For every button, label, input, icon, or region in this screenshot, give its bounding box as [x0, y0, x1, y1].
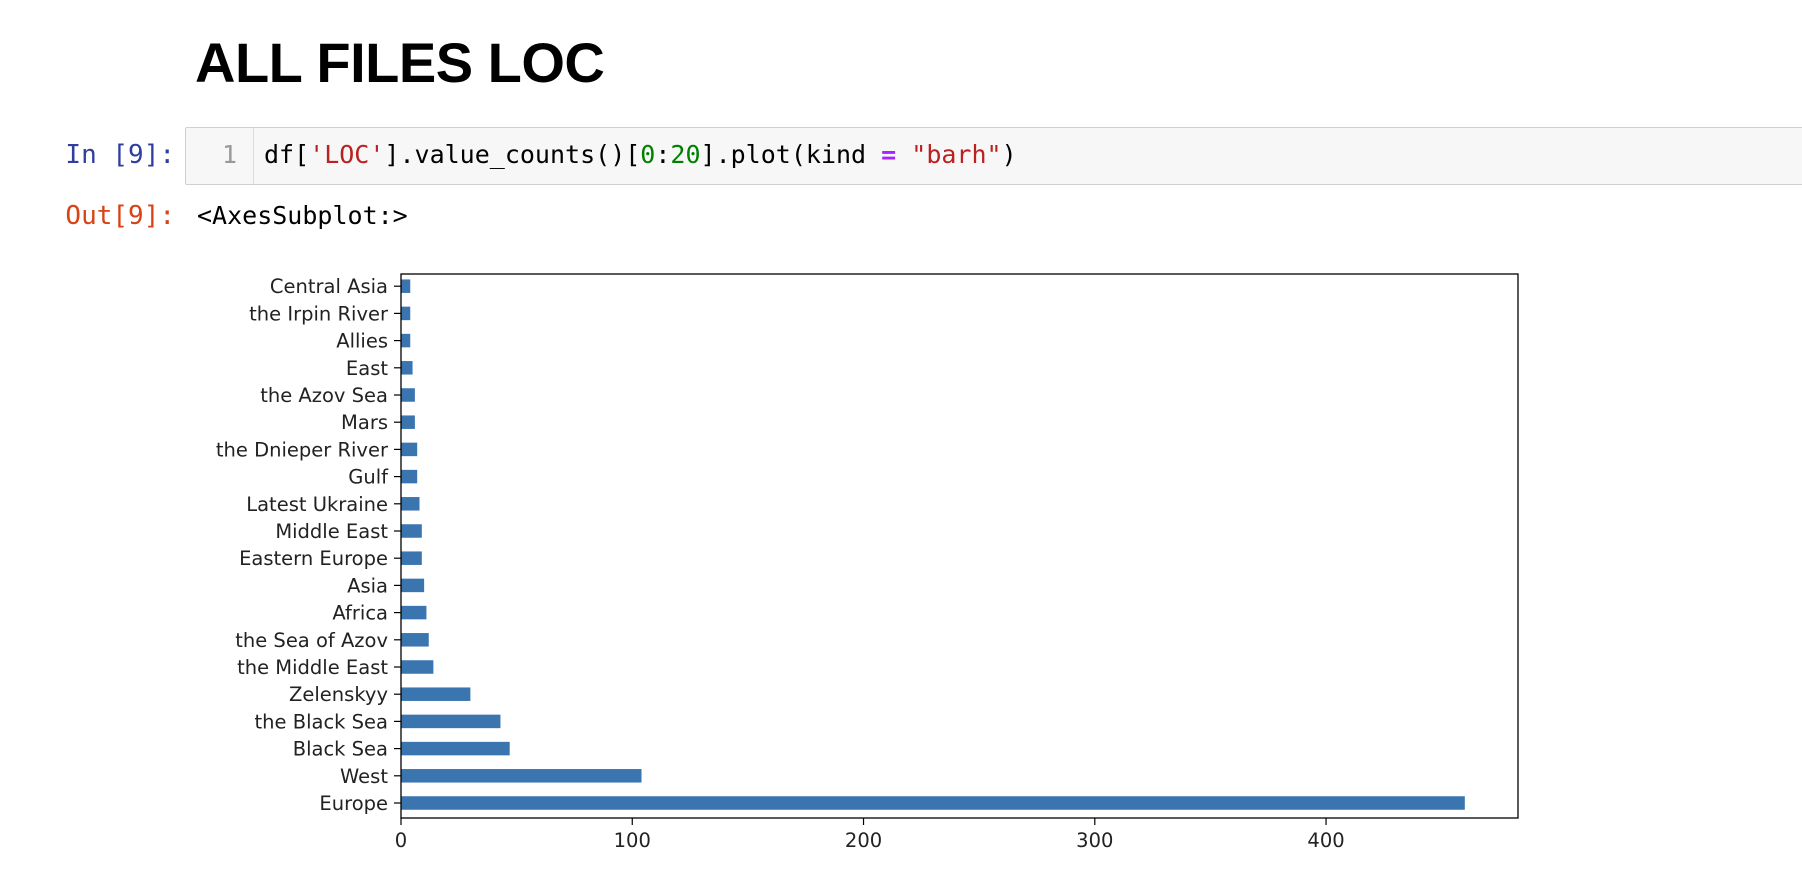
y-tick-label: Central Asia [270, 275, 388, 298]
code-string-token: "barh" [911, 140, 1002, 169]
chart-bar [401, 605, 427, 620]
section-heading: ALL FILES LOC [195, 31, 605, 94]
chart-bar [401, 497, 420, 511]
y-tick-label: the Dnieper River [216, 438, 389, 461]
y-tick-label: Europe [319, 792, 388, 815]
chart-bar [401, 333, 411, 348]
code-token: ) [1001, 140, 1017, 169]
chart-bar [401, 714, 501, 729]
x-tick-label: 0 [395, 829, 407, 852]
chart-bar [401, 279, 411, 293]
y-tick-label: West [340, 765, 388, 788]
code-operator-token: = [881, 140, 897, 169]
chart-bar [401, 415, 415, 429]
code-token: : [655, 140, 671, 169]
chart-bar [401, 361, 413, 375]
y-tick-label: Allies [336, 330, 388, 353]
y-tick-label: Mars [341, 411, 388, 434]
chart-bar [401, 741, 510, 756]
y-tick-label: Black Sea [293, 738, 388, 761]
code-number-token: 20 [670, 140, 701, 169]
y-tick-label: Latest Ukraine [246, 493, 388, 516]
x-tick-label: 400 [1307, 829, 1344, 852]
chart-bar [401, 578, 425, 593]
y-tick-label: Zelenskyy [289, 683, 388, 706]
code-string-token: 'LOC' [309, 140, 385, 169]
y-tick-label: Africa [332, 602, 388, 625]
chart-bar [401, 442, 418, 457]
code-input-cell[interactable]: 1 df['LOC'].value_counts()[0:20].plot(ki… [185, 127, 1802, 185]
chart-bar [401, 551, 422, 565]
y-tick-label: the Middle East [237, 656, 388, 679]
x-tick-label: 200 [845, 829, 882, 852]
y-tick-label: East [346, 357, 388, 380]
x-tick-label: 100 [614, 829, 651, 852]
chart-bar [401, 633, 429, 647]
code-token: ].plot(kind [700, 140, 882, 169]
chart-bar [401, 687, 471, 701]
line-number: 1 [221, 140, 237, 169]
code-token: df[ [264, 140, 310, 169]
code-line[interactable]: df['LOC'].value_counts()[0:20].plot(kind… [264, 140, 1017, 169]
chart-bar [401, 660, 434, 674]
code-token: ].value_counts()[ [384, 140, 641, 169]
y-tick-label: Eastern Europe [239, 547, 388, 570]
y-tick-label: the Irpin River [249, 302, 389, 325]
chart-bar [401, 769, 642, 783]
y-tick-label: Middle East [275, 520, 388, 543]
chart-bar [401, 388, 415, 402]
y-tick-label: the Black Sea [255, 710, 388, 733]
x-tick-label: 300 [1076, 829, 1113, 852]
plot-frame [400, 273, 1519, 819]
chart-bar [401, 524, 422, 538]
y-tick-label: the Sea of Azov [235, 629, 388, 652]
chart-bar [401, 469, 418, 484]
code-number-token: 0 [640, 140, 656, 169]
chart-bar [401, 796, 1465, 810]
y-tick-label: Asia [347, 574, 388, 597]
output-text: <AxesSubplot:> [197, 201, 408, 230]
output-prompt: Out[9]: [65, 201, 175, 231]
y-tick-label: Gulf [348, 466, 389, 489]
line-number-gutter: 1 [186, 128, 254, 184]
chart-bar [401, 306, 411, 321]
y-tick-label: the Azov Sea [260, 384, 388, 407]
input-prompt: In [9]: [65, 140, 175, 170]
